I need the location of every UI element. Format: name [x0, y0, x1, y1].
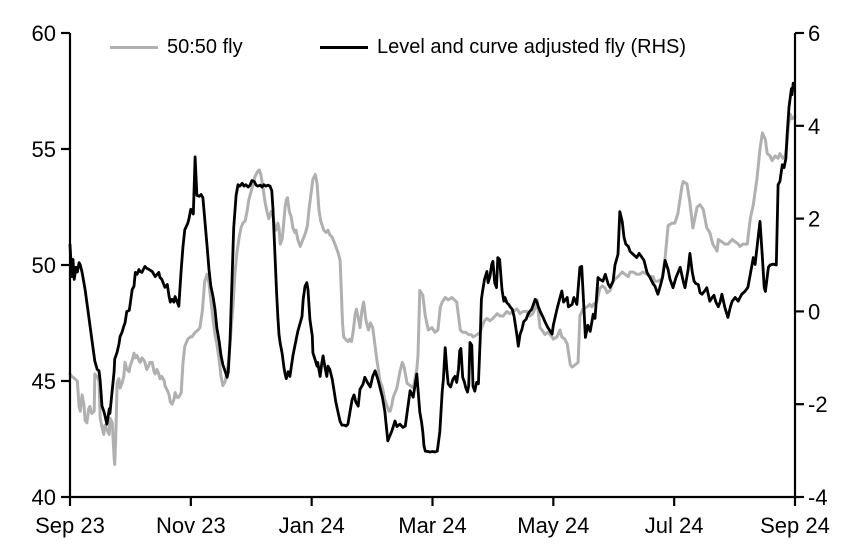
- series-line-level-curve-adjusted-fly: [68, 81, 795, 454]
- right-axis-tick-label: 4: [808, 114, 820, 139]
- right-axis-tick-label: 2: [808, 207, 820, 232]
- left-axis-tick-label: 60: [32, 21, 56, 46]
- x-axis-tick-label: Jul 24: [645, 513, 704, 538]
- series-line-fifty-fifty-fly: [68, 112, 797, 466]
- x-axis-tick-label: Mar 24: [398, 513, 466, 538]
- left-axis-tick-label: 55: [32, 137, 56, 162]
- left-axis-tick-label: 50: [32, 253, 56, 278]
- right-axis-tick-label: 6: [808, 21, 820, 46]
- x-axis-tick-label: Sep 23: [35, 513, 105, 538]
- left-axis-tick-label: 40: [32, 485, 56, 510]
- x-axis-tick-label: Sep 24: [760, 513, 830, 538]
- left-axis-tick-label: 45: [32, 369, 56, 394]
- x-axis-tick-label: Jan 24: [279, 513, 345, 538]
- right-axis-tick-label: -2: [808, 392, 828, 417]
- x-axis-tick-label: Nov 23: [156, 513, 226, 538]
- right-axis-tick-label: 0: [808, 299, 820, 324]
- x-axis-tick-label: May 24: [517, 513, 589, 538]
- right-axis-tick-label: -4: [808, 485, 828, 510]
